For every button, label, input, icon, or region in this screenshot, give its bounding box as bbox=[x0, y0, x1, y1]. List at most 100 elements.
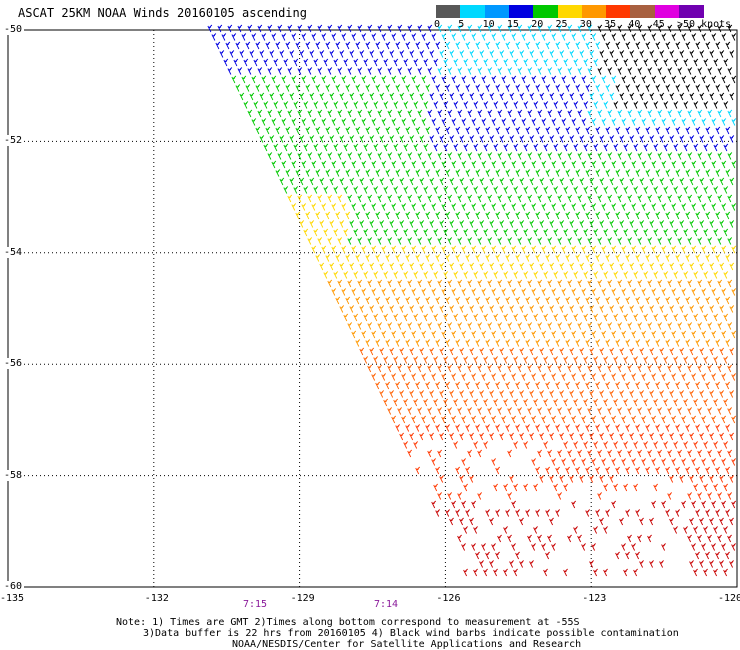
wind-barb bbox=[377, 152, 383, 160]
wind-barb bbox=[421, 288, 427, 296]
wind-barb bbox=[395, 126, 401, 135]
wind-barb bbox=[305, 211, 311, 220]
wind-barb bbox=[683, 398, 689, 407]
wind-barb bbox=[589, 92, 595, 101]
wind-barb bbox=[699, 92, 705, 101]
wind-barb bbox=[465, 169, 471, 177]
wind-barb bbox=[419, 305, 425, 313]
wind-barb bbox=[343, 271, 349, 279]
wind-barb bbox=[663, 398, 669, 407]
wind-barb bbox=[645, 381, 651, 390]
wind-barb bbox=[567, 364, 573, 373]
wind-barb bbox=[649, 177, 655, 186]
wind-barb bbox=[695, 381, 701, 390]
wind-barb bbox=[673, 526, 678, 534]
legend-label: 10 bbox=[482, 19, 495, 30]
wind-barb bbox=[487, 152, 493, 160]
wind-barb bbox=[453, 271, 459, 279]
wind-barb bbox=[673, 186, 679, 194]
legend-swatch bbox=[654, 5, 680, 18]
wind-barb bbox=[519, 432, 525, 441]
wind-barb bbox=[413, 313, 419, 322]
wind-barb bbox=[483, 186, 489, 194]
wind-barb bbox=[565, 381, 571, 390]
wind-barb bbox=[495, 84, 501, 92]
wind-barb bbox=[697, 492, 703, 500]
latitude-label: -58 bbox=[2, 469, 25, 481]
wind-barb bbox=[507, 407, 513, 415]
wind-barb bbox=[677, 449, 683, 458]
wind-barb bbox=[533, 313, 539, 322]
wind-barb bbox=[529, 347, 535, 356]
wind-barb bbox=[517, 364, 523, 373]
wind-barb bbox=[637, 407, 643, 415]
wind-barb bbox=[415, 84, 421, 92]
wind-barb bbox=[625, 169, 631, 177]
wind-barb bbox=[485, 424, 491, 432]
wind-barb bbox=[525, 84, 531, 92]
wind-barb bbox=[603, 441, 609, 449]
wind-barb bbox=[515, 126, 521, 135]
wind-barb bbox=[585, 509, 591, 517]
wind-barb bbox=[421, 75, 427, 84]
wind-barb bbox=[451, 373, 457, 381]
wind-barb bbox=[557, 492, 563, 500]
wind-barb bbox=[631, 160, 637, 169]
wind-barb bbox=[513, 101, 519, 109]
wind-barb bbox=[593, 228, 599, 237]
wind-barb bbox=[457, 24, 463, 33]
wind-barb bbox=[677, 109, 683, 118]
wind-barb bbox=[477, 449, 483, 458]
wind-barb bbox=[675, 339, 681, 347]
wind-barb bbox=[687, 407, 693, 415]
wind-barb bbox=[665, 296, 671, 305]
wind-barb bbox=[639, 50, 645, 58]
wind-barb bbox=[441, 415, 447, 424]
wind-barb bbox=[513, 271, 519, 279]
wind-barb bbox=[591, 118, 597, 126]
wind-barb bbox=[429, 262, 435, 271]
wind-barb bbox=[689, 432, 695, 441]
wind-barb bbox=[567, 24, 573, 33]
wind-barb bbox=[601, 203, 607, 211]
wind-barb bbox=[471, 33, 477, 41]
wind-barb bbox=[371, 245, 377, 254]
wind-barb bbox=[565, 254, 571, 262]
wind-barb bbox=[355, 84, 361, 92]
wind-barb bbox=[433, 101, 439, 109]
wind-barb bbox=[653, 483, 659, 492]
wind-barb bbox=[265, 84, 271, 92]
wind-barb bbox=[379, 262, 385, 271]
wind-barb bbox=[721, 245, 727, 254]
wind-barb bbox=[321, 160, 327, 169]
wind-barb bbox=[479, 432, 485, 441]
wind-barb bbox=[723, 186, 729, 194]
wind-barb bbox=[665, 254, 671, 262]
wind-barb bbox=[445, 381, 451, 390]
wind-barb bbox=[449, 220, 455, 228]
wind-barb bbox=[709, 262, 715, 271]
wind-barb bbox=[471, 543, 476, 551]
wind-barb bbox=[701, 500, 707, 509]
wind-barb bbox=[425, 41, 431, 50]
wind-barb bbox=[291, 75, 297, 84]
wind-barb bbox=[625, 211, 631, 220]
wind-barb bbox=[675, 169, 681, 177]
wind-barb bbox=[507, 492, 513, 500]
wind-barb bbox=[363, 58, 369, 67]
wind-barb bbox=[517, 237, 523, 245]
wind-barb bbox=[603, 101, 609, 109]
wind-barb bbox=[319, 177, 325, 186]
wind-barb bbox=[639, 390, 645, 398]
wind-barb bbox=[705, 41, 711, 50]
wind-barb bbox=[667, 109, 673, 118]
wind-barb bbox=[617, 67, 623, 75]
wind-barb bbox=[727, 152, 733, 160]
wind-barb bbox=[523, 313, 529, 322]
wind-barb bbox=[699, 560, 704, 568]
wind-barb bbox=[547, 364, 553, 373]
wind-barb bbox=[483, 143, 489, 152]
wind-barb bbox=[587, 364, 593, 373]
wind-barb bbox=[389, 50, 395, 58]
wind-barb bbox=[483, 398, 489, 407]
